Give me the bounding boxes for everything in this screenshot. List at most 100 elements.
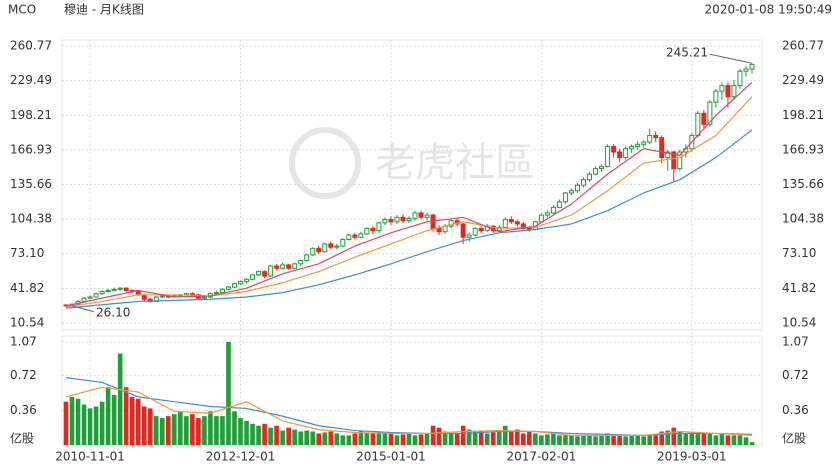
y-tick-label: 104.38 <box>10 212 52 226</box>
candle-body <box>280 264 286 269</box>
volume-bar <box>713 435 719 445</box>
volume-bar <box>334 433 340 445</box>
volume-bar <box>202 416 207 445</box>
volume-bar <box>388 433 394 445</box>
volume-bar <box>545 434 550 445</box>
volume-bar <box>725 435 731 445</box>
candle-body <box>256 271 262 276</box>
candle-body <box>641 141 647 145</box>
candle-body <box>141 294 147 300</box>
candle-body <box>394 216 400 223</box>
candle-body <box>671 151 677 170</box>
volume-bar <box>105 387 111 445</box>
y-tick-label-right: 0.72 <box>782 368 809 382</box>
volume-bar <box>190 414 195 445</box>
x-tick-label: 2015-01-01 <box>356 450 426 464</box>
y-tick-label-right: 198.21 <box>782 108 824 122</box>
y-tick-label-right: 1.07 <box>782 335 809 349</box>
candle-body <box>653 134 659 139</box>
volume-bar <box>310 431 316 445</box>
volume-bar <box>238 418 243 445</box>
volume-bar <box>87 408 93 445</box>
candle-body <box>400 216 406 222</box>
volume-bar <box>123 387 129 445</box>
candle-body <box>647 134 653 143</box>
volume-bar <box>695 433 701 445</box>
candle-body <box>701 112 707 125</box>
volume-bar <box>117 353 123 445</box>
volume-bar <box>322 432 328 445</box>
candle-body <box>244 278 250 283</box>
volume-bar <box>172 414 177 445</box>
price-ma-line <box>65 129 753 309</box>
y-tick-label: 0.72 <box>10 368 37 382</box>
candle-body <box>611 145 617 153</box>
candle-body <box>562 192 568 203</box>
volume-bar <box>629 435 634 445</box>
candle-body <box>424 214 430 218</box>
volume-bar <box>418 434 424 445</box>
volume-bar <box>226 342 231 445</box>
volume-bar <box>689 431 695 445</box>
volume-bar <box>466 429 472 445</box>
volume-bar <box>69 396 75 445</box>
candle-body <box>460 223 466 238</box>
volume-bar <box>178 411 183 445</box>
candle-body <box>514 221 520 225</box>
y-tick-label: 1.07 <box>10 335 37 349</box>
y-tick-label: 198.21 <box>10 108 52 122</box>
volume-bar <box>677 431 683 445</box>
y-tick-label: 135.66 <box>10 177 52 191</box>
candle-body <box>418 212 424 218</box>
candle-body <box>81 297 87 302</box>
volume-bar <box>593 436 598 445</box>
candle-body <box>334 245 340 248</box>
volume-bar <box>527 431 532 445</box>
volume-bar <box>617 435 622 445</box>
price-ma-line <box>65 81 753 307</box>
annotation: 245.21 <box>666 46 708 60</box>
x-tick-label: 2019-03-01 <box>657 450 727 464</box>
candle-body <box>231 283 237 288</box>
volume-bar <box>490 432 496 445</box>
volume-bar <box>256 425 261 445</box>
volume-bar <box>244 420 249 445</box>
volume-bar <box>129 396 135 445</box>
timestamp: 2020-01-08 19:50:49 <box>705 3 832 17</box>
y-tick-label: 0.36 <box>10 403 37 417</box>
y-tick-label-right: 10.54 <box>782 316 816 330</box>
candle-body <box>743 68 749 72</box>
y-tick-label-right: 166.93 <box>782 142 824 156</box>
volume-bar <box>141 406 147 445</box>
chart-title: 穆迪 - 月K线图 <box>64 2 144 17</box>
candle-body <box>250 274 256 280</box>
candle-body <box>593 168 599 175</box>
candle-body <box>695 112 701 136</box>
volume-bar <box>406 433 412 445</box>
watermark-text: 老虎社區 <box>375 140 535 186</box>
candle-body <box>568 190 574 194</box>
volume-bar <box>400 434 406 445</box>
volume-bar <box>635 435 640 445</box>
candle-body <box>448 220 454 227</box>
volume-bar <box>196 418 201 445</box>
volume-bar <box>653 435 659 445</box>
price-panel <box>61 39 763 331</box>
volume-bar <box>671 427 677 445</box>
volume-unit-right: 亿股 <box>782 431 806 446</box>
candle-body <box>364 227 370 235</box>
volume-bar <box>478 430 484 445</box>
candle-body <box>346 234 352 240</box>
candle-body <box>189 293 195 296</box>
candle-body <box>316 247 322 253</box>
candle-body <box>737 70 743 87</box>
volume-bar <box>605 433 610 445</box>
price-ma-line <box>65 96 753 308</box>
candle-body <box>599 165 605 170</box>
volume-bar <box>250 423 255 445</box>
x-tick-label: 2012-12-01 <box>206 450 276 464</box>
y-tick-label-right: 135.66 <box>782 177 824 191</box>
candle-body <box>382 219 388 224</box>
volume-bar <box>611 435 616 445</box>
